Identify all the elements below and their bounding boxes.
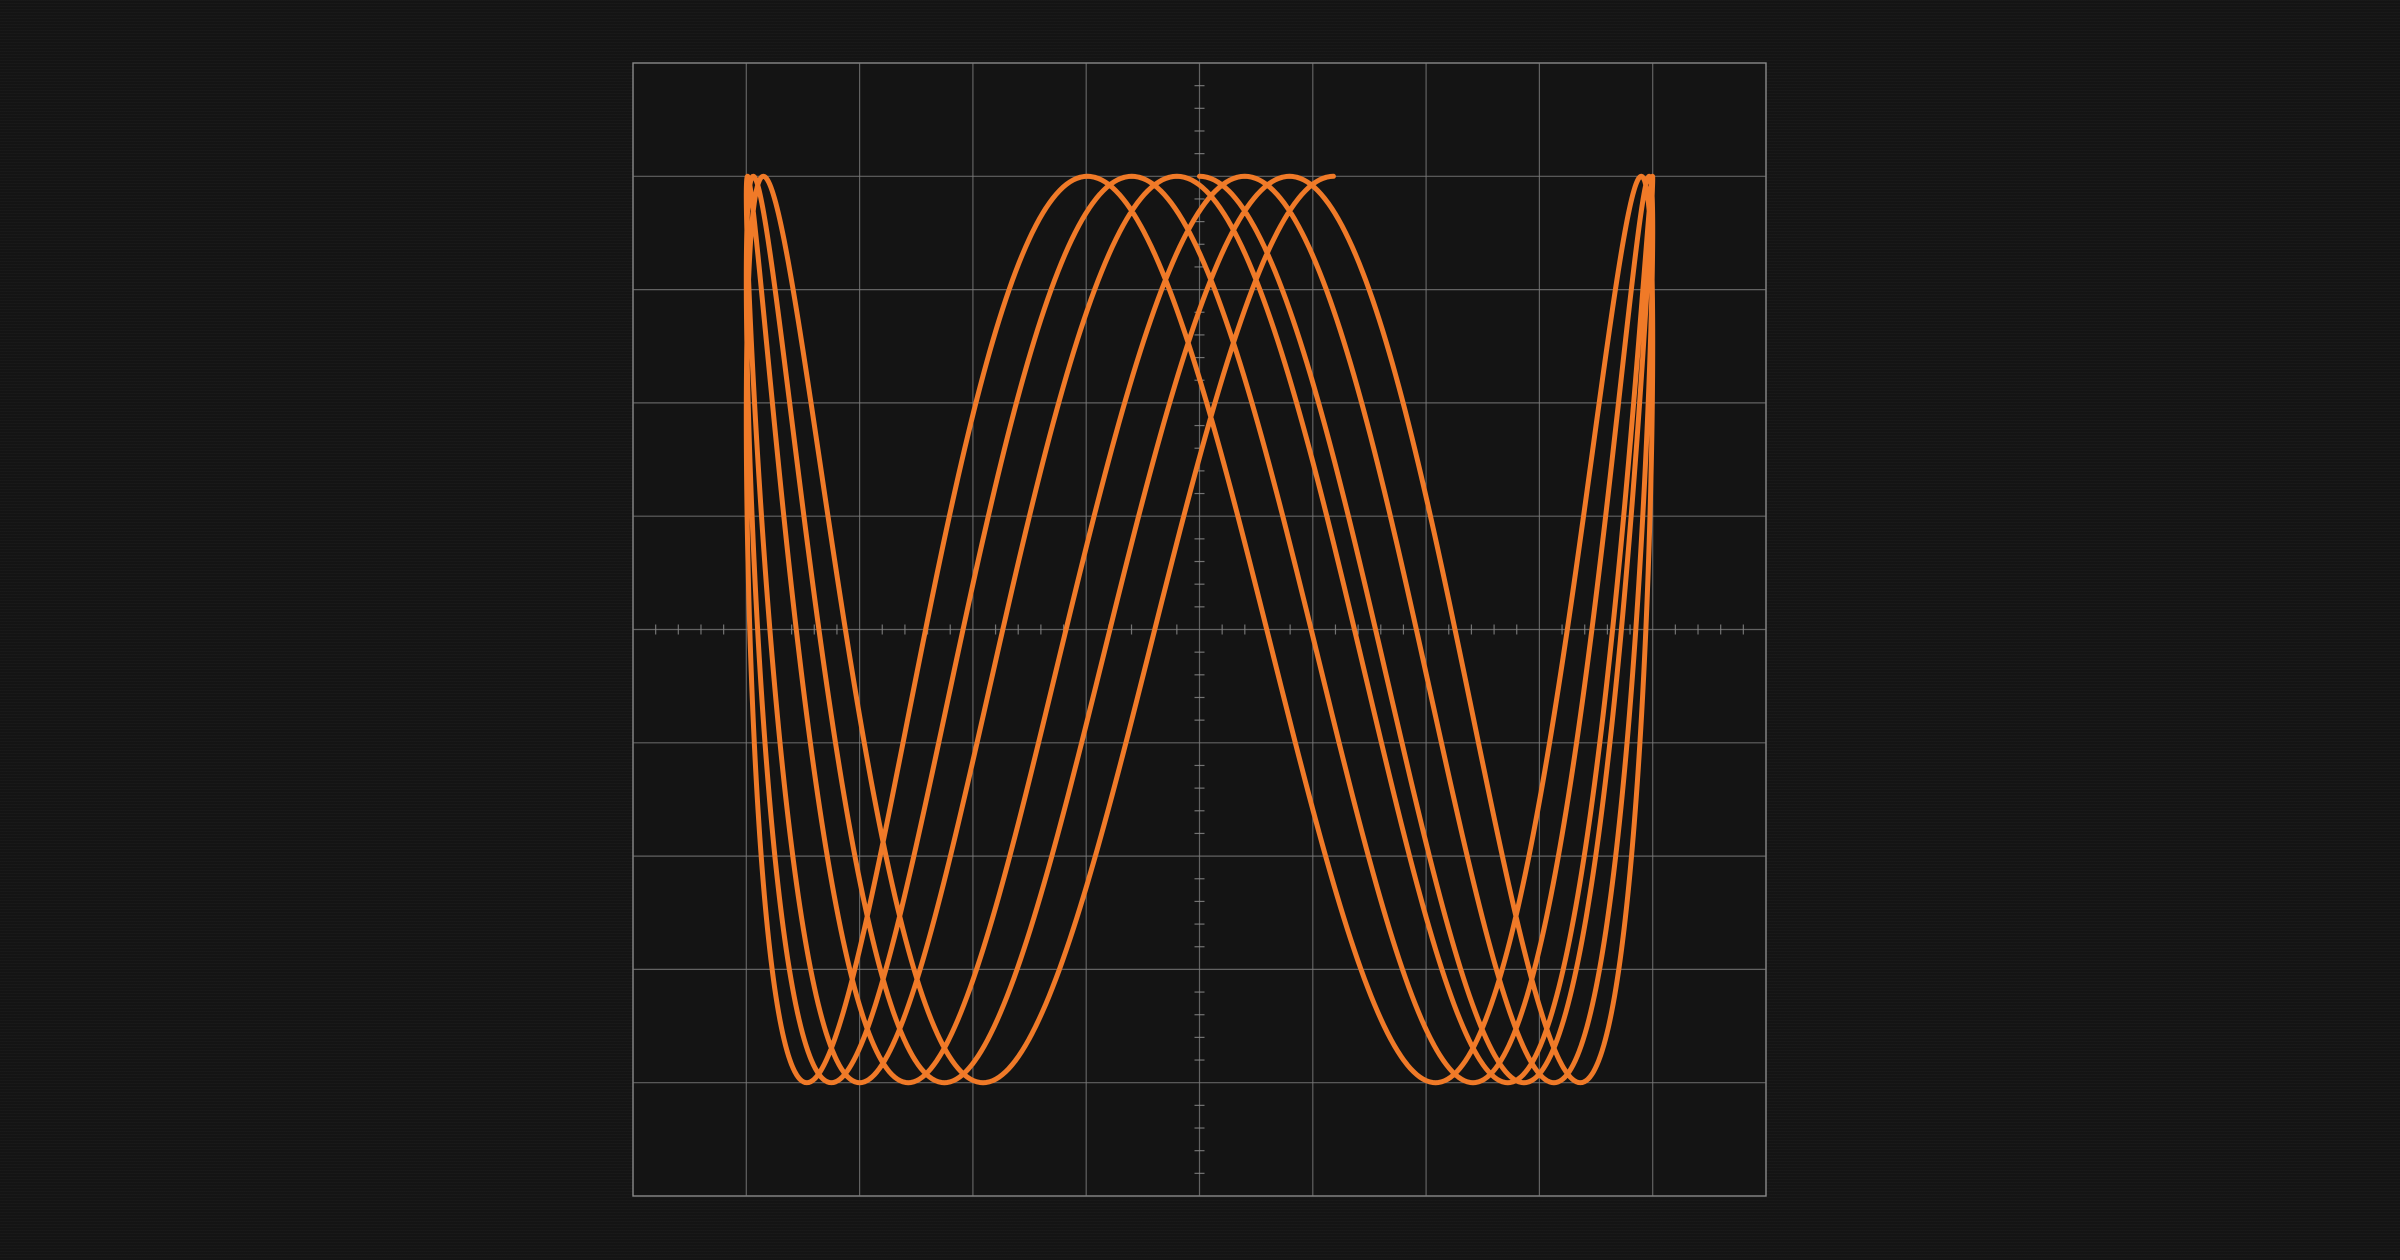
trace-layer [743, 173, 1656, 1086]
lissajous-trace [743, 173, 1656, 1086]
